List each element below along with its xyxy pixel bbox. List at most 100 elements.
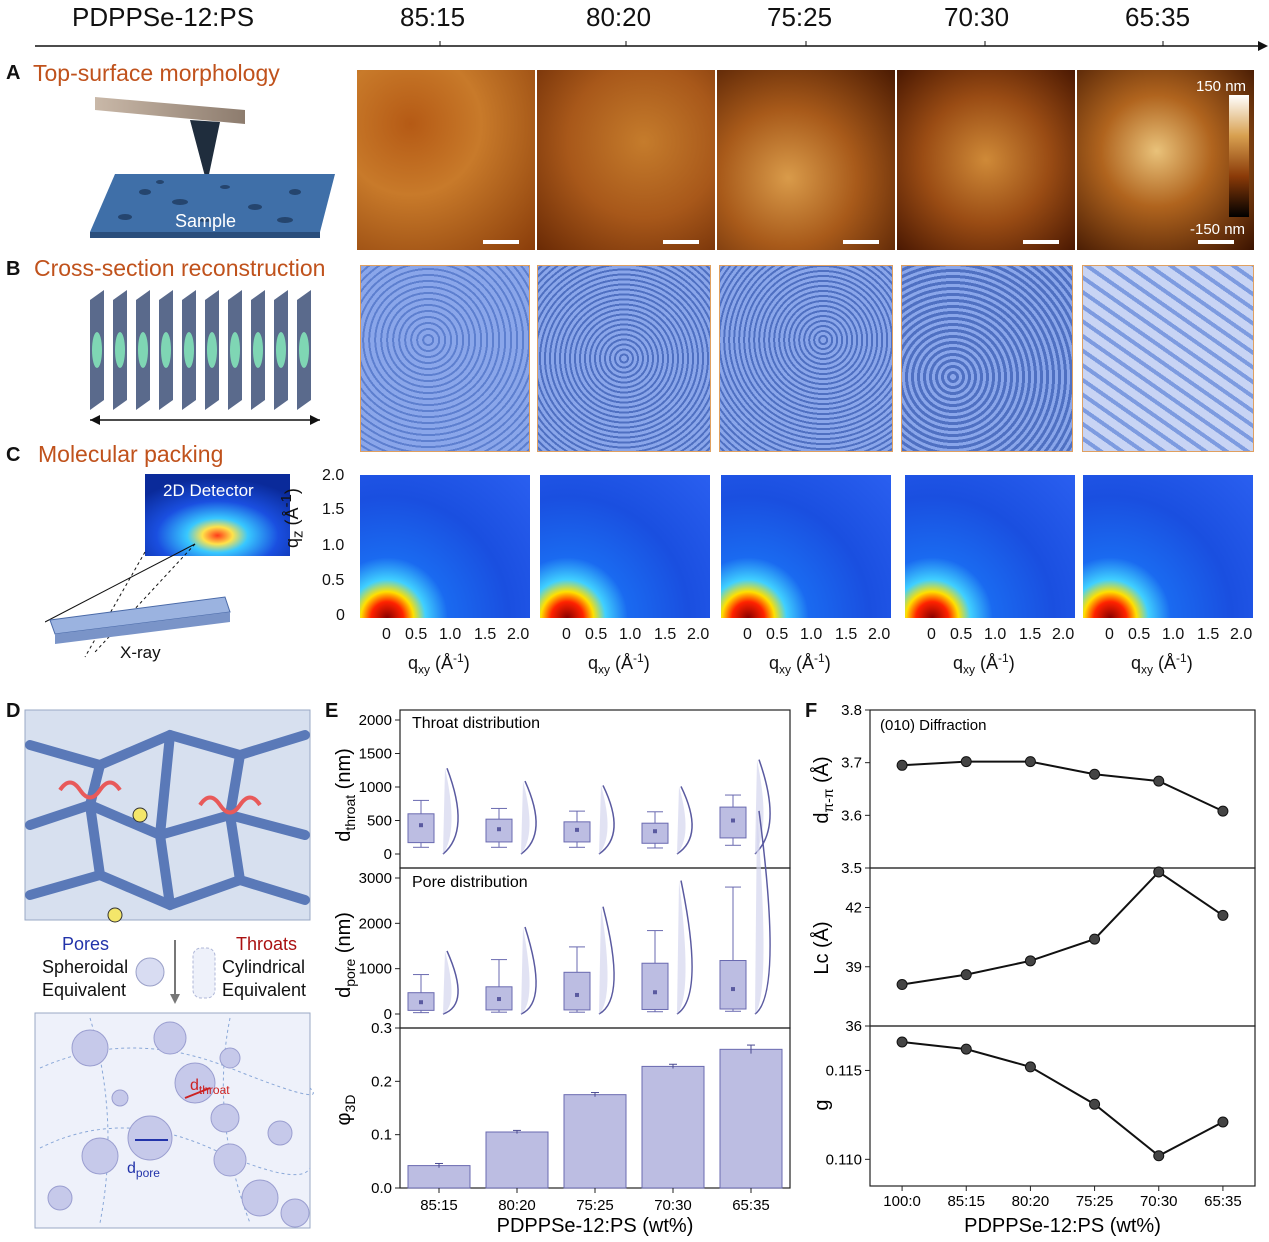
afm-tip-illustration: Sample xyxy=(90,97,335,238)
d-pipi-ytick-label: 3.8 xyxy=(841,702,862,719)
phi-bar xyxy=(563,1094,627,1189)
pore-box xyxy=(563,971,591,1011)
throat-mean xyxy=(731,818,735,823)
qxy-tick: 0.5 xyxy=(585,626,608,643)
scale-bar xyxy=(483,240,519,244)
panel-a-letter: A xyxy=(6,62,21,84)
throat-ylabel: dthroat (nm) xyxy=(333,748,358,842)
pore-title: Pore distribution xyxy=(412,874,528,891)
pores-label: Pores xyxy=(62,934,110,954)
afm-image-4 xyxy=(897,70,1077,250)
pore-distribution xyxy=(520,926,537,1015)
g-point xyxy=(896,1036,908,1048)
qz-tick-1.5: 1.5 xyxy=(322,501,345,518)
lc-point xyxy=(1024,955,1036,967)
lc-ytick-label: 42 xyxy=(845,900,862,917)
pore-ytick-label: 0 xyxy=(384,1006,392,1023)
phi-ytick-label: 0.3 xyxy=(371,1020,392,1037)
qxy-tick: 0 xyxy=(562,626,571,643)
slices-illustration xyxy=(90,290,320,425)
throat-mean xyxy=(419,823,423,828)
throat-histogram xyxy=(521,781,530,854)
d-pipi-line xyxy=(902,760,1224,813)
panel-e-xlabel: PDPPSe-12:PS (wt%) xyxy=(497,1215,694,1237)
pore-ytick-label: 3000 xyxy=(359,870,392,887)
colorbar-max-label: 150 nm xyxy=(1196,78,1247,95)
throat-box xyxy=(641,822,669,844)
d-pipi-ytick-label: 3.6 xyxy=(841,807,862,824)
d-pore-sub: pore xyxy=(136,1166,160,1180)
throat-distribution xyxy=(754,759,771,855)
pore-distribution xyxy=(676,880,693,1015)
header-arrow xyxy=(35,41,1268,51)
f-xtick-label: 100:0 xyxy=(883,1193,921,1210)
afm-colorbar xyxy=(1229,95,1249,217)
phi-ylabel: φ3D xyxy=(333,1095,358,1126)
d-pipi-point xyxy=(1217,805,1229,817)
d-throat-sub: throat xyxy=(199,1083,230,1097)
lc-point xyxy=(1217,909,1229,921)
network-reconstruction-2 xyxy=(537,265,711,452)
throat-ytick-label: 500 xyxy=(367,813,392,830)
afm-image-5 xyxy=(1077,70,1254,250)
qxy-tick: 1.0 xyxy=(1162,626,1185,643)
phi-bar xyxy=(407,1165,471,1189)
phi-xtick-label: 65:35 xyxy=(732,1197,770,1214)
phi-bar xyxy=(641,1065,705,1189)
throat-box xyxy=(407,813,435,844)
panel-a-title: Top-surface morphology xyxy=(33,60,280,86)
colorbar-min-label: -150 nm xyxy=(1190,221,1246,238)
throat-ytick-label: 1500 xyxy=(359,746,392,763)
qxy-tick: 2.0 xyxy=(687,626,710,643)
throat-distribution xyxy=(676,786,693,855)
d-pipi-point xyxy=(1153,775,1165,787)
qxy-tick: 0.5 xyxy=(405,626,428,643)
header-material: PDPPSe-12:PS xyxy=(72,2,255,32)
d-pipi-point xyxy=(960,756,972,768)
g-line xyxy=(901,1041,1224,1157)
network-illustration xyxy=(24,709,311,923)
phi-bar xyxy=(485,1131,549,1189)
qxy-tick: 1.0 xyxy=(800,626,823,643)
scale-bar xyxy=(843,240,879,244)
qxy-tick: 1.5 xyxy=(835,626,858,643)
throat-histogram xyxy=(599,785,608,854)
xray-label: X-ray xyxy=(120,643,161,662)
throat-mean xyxy=(497,827,501,832)
qxy-tick: 0.5 xyxy=(766,626,789,643)
panel-b-letter: B xyxy=(6,258,21,280)
equivalent-shapes-icon xyxy=(135,940,216,1004)
qxy-tick: 2.0 xyxy=(1230,626,1253,643)
pore-distribution xyxy=(754,810,771,1015)
throat-ytick-label: 1000 xyxy=(359,779,392,796)
qxy-tick: 1.5 xyxy=(474,626,497,643)
d-pipi-point xyxy=(896,759,908,771)
qxy-tick: 0.5 xyxy=(1128,626,1151,643)
qxy-tick: 1.5 xyxy=(654,626,677,643)
phi-ytick-label: 0.2 xyxy=(371,1073,392,1090)
scale-bar xyxy=(1023,240,1059,244)
sample-label: Sample xyxy=(175,211,236,231)
giwaxs-pattern xyxy=(905,475,1075,618)
qxy-axis-label: qxy (Å-1) xyxy=(953,651,1015,677)
pore-histogram xyxy=(677,880,686,1014)
header-ratio-1: 85:15 xyxy=(400,2,466,32)
pores-desc-2: Equivalent xyxy=(42,980,127,1000)
qxy-tick: 2.0 xyxy=(507,626,530,643)
f-xtick-label: 70:30 xyxy=(1140,1193,1178,1210)
pore-histogram xyxy=(521,926,530,1014)
pore-box xyxy=(719,960,747,1010)
slice-section xyxy=(253,332,263,368)
network-reconstruction-3 xyxy=(719,265,893,452)
lc-ytick-label: 39 xyxy=(845,959,862,976)
g-point xyxy=(960,1043,972,1055)
d-pore-label: d xyxy=(127,1160,136,1177)
giwaxs-pattern xyxy=(360,475,530,618)
pore-ylabel: dpore (nm) xyxy=(333,912,358,998)
throat-box xyxy=(719,806,747,839)
afm-image-1 xyxy=(357,70,537,250)
throat-mean xyxy=(653,829,657,834)
d-pipi-point xyxy=(1089,768,1101,780)
qxy-tick: 1.0 xyxy=(984,626,1007,643)
qxy-axis-label: qxy (Å-1) xyxy=(588,651,650,677)
